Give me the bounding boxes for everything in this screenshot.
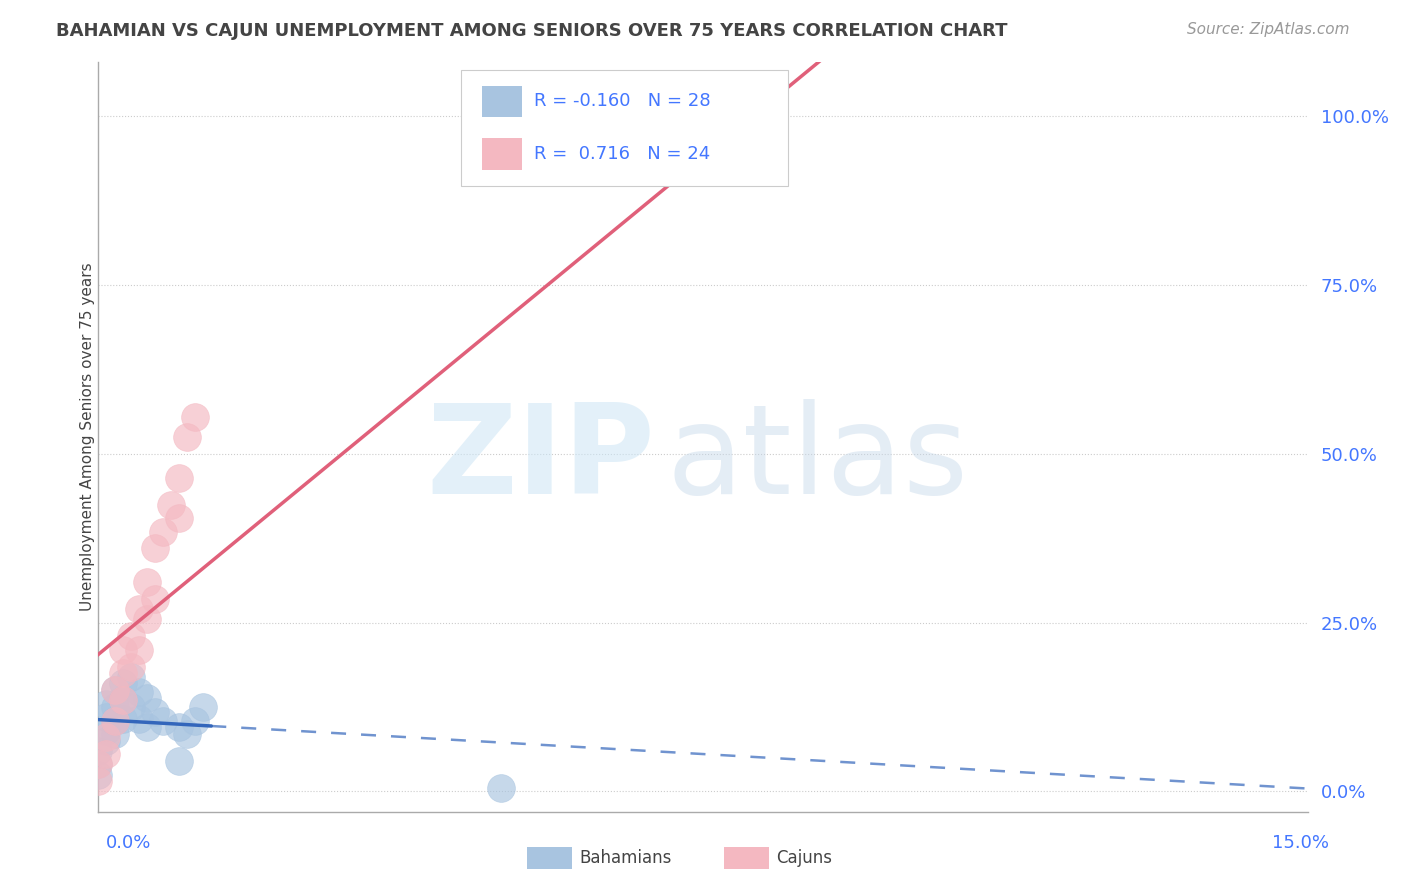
Point	[733, 110, 755, 124]
Point	[152, 714, 174, 728]
Point	[87, 757, 110, 772]
Point	[160, 498, 183, 512]
Point	[111, 666, 134, 681]
Point	[111, 693, 134, 707]
Point	[143, 705, 166, 719]
Text: Source: ZipAtlas.com: Source: ZipAtlas.com	[1187, 22, 1350, 37]
Point	[103, 714, 125, 728]
Point	[111, 712, 134, 726]
Point	[176, 430, 198, 444]
Text: atlas: atlas	[666, 399, 969, 520]
Point	[143, 592, 166, 607]
Point	[135, 612, 157, 626]
Point	[167, 470, 190, 484]
Point	[120, 670, 142, 684]
Text: Cajuns: Cajuns	[776, 849, 832, 867]
Point	[87, 744, 110, 758]
Point	[120, 629, 142, 643]
Point	[96, 731, 118, 745]
Text: ZIP: ZIP	[426, 399, 655, 520]
Point	[152, 524, 174, 539]
Point	[128, 602, 150, 616]
Point	[96, 710, 118, 724]
Text: R =  0.716   N = 24: R = 0.716 N = 24	[534, 145, 710, 163]
Text: R = -0.160   N = 28: R = -0.160 N = 28	[534, 93, 710, 111]
Point	[176, 727, 198, 741]
FancyBboxPatch shape	[482, 86, 522, 117]
Point	[111, 642, 134, 657]
Point	[103, 714, 125, 728]
Point	[120, 700, 142, 714]
FancyBboxPatch shape	[482, 138, 522, 169]
Point	[135, 720, 157, 734]
Point	[135, 691, 157, 706]
Point	[96, 697, 118, 711]
Point	[491, 781, 513, 796]
Text: 0.0%: 0.0%	[105, 834, 150, 852]
Point	[167, 720, 190, 734]
Point	[120, 659, 142, 673]
Text: Bahamians: Bahamians	[579, 849, 672, 867]
Y-axis label: Unemployment Among Seniors over 75 years: Unemployment Among Seniors over 75 years	[80, 263, 94, 611]
Point	[103, 683, 125, 698]
Point	[111, 676, 134, 690]
Point	[135, 575, 157, 590]
Point	[103, 683, 125, 698]
FancyBboxPatch shape	[461, 70, 787, 186]
Point	[128, 712, 150, 726]
Point	[143, 541, 166, 556]
Point	[167, 511, 190, 525]
Point	[87, 767, 110, 781]
Point	[128, 642, 150, 657]
Point	[103, 727, 125, 741]
Point	[96, 734, 118, 748]
Point	[96, 723, 118, 738]
Point	[87, 757, 110, 772]
Point	[128, 684, 150, 698]
Point	[87, 774, 110, 789]
Text: 15.0%: 15.0%	[1271, 834, 1329, 852]
Point	[96, 747, 118, 762]
Point	[184, 409, 207, 424]
Point	[184, 714, 207, 728]
Text: BAHAMIAN VS CAJUN UNEMPLOYMENT AMONG SENIORS OVER 75 YEARS CORRELATION CHART: BAHAMIAN VS CAJUN UNEMPLOYMENT AMONG SEN…	[56, 22, 1008, 40]
Point	[167, 754, 190, 768]
Point	[103, 700, 125, 714]
Point	[193, 700, 215, 714]
Point	[111, 693, 134, 707]
